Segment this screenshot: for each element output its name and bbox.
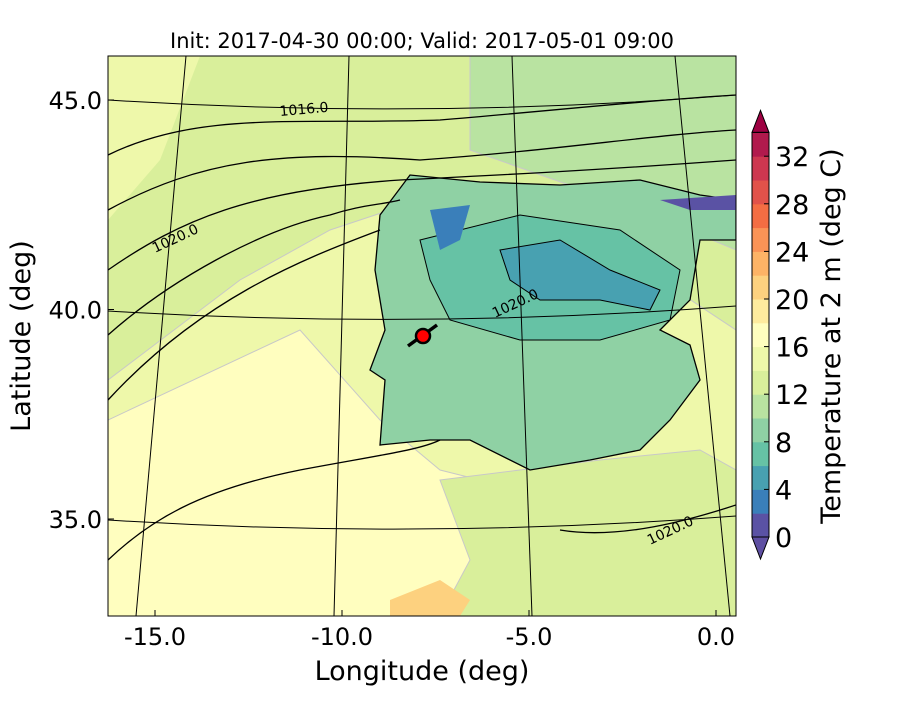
colorbar-bin: [752, 418, 769, 443]
field-2-4: [430, 205, 470, 250]
colorbar-bin: [752, 394, 769, 419]
colorbar-bin: [752, 441, 769, 467]
colorbar-bin: [752, 299, 769, 324]
colorbar-bin: [752, 275, 769, 300]
colorbar-tick-label: 32: [775, 142, 809, 173]
colorbar-under-arrow: [751, 536, 770, 561]
y-tick-label: 45.0: [49, 87, 102, 115]
colorbar-tick-label: 4: [775, 475, 792, 506]
colorbar-bin: [752, 227, 769, 252]
colorbar-bin: [752, 370, 769, 395]
colorbar-bin: [752, 489, 769, 514]
x-axis: -15.0 -10.0 -5.0 0.0: [124, 610, 735, 651]
colorbar-over-arrow: [751, 109, 770, 133]
colorbar-bin: [752, 180, 769, 205]
colorbar-tick-label: 28: [775, 190, 809, 221]
plot-frame: [107, 55, 737, 617]
colorbar: 0 4 8 12 16 20 24 28 32: [751, 109, 809, 561]
y-axis: 45.0 40.0 35.0: [49, 87, 114, 534]
x-tick-label: -5.0: [506, 623, 553, 651]
colorbar-bin: [752, 251, 769, 276]
isobars: [108, 94, 736, 561]
isobar-label: 1016.0: [279, 100, 329, 120]
colorbar-label: Temperature at 2 m (deg C): [816, 148, 847, 524]
x-tick-label: -15.0: [124, 623, 186, 651]
colorbar-tick-label: 8: [775, 428, 792, 459]
colorbar-bin: [752, 465, 769, 490]
colorbar-bin: [752, 322, 769, 348]
colorbar-frame: [751, 131, 770, 538]
map-area: 1016.0 1020.0 1020.0 1020.0: [108, 56, 736, 616]
colorbar-tick-label: 16: [775, 333, 809, 364]
colorbar-bin: [752, 513, 769, 538]
colorbar-bin: [752, 156, 769, 181]
location-marker: [414, 327, 432, 345]
y-axis-label: Latitude (deg): [6, 240, 37, 432]
field-0-2: [660, 195, 736, 210]
graticule: [108, 56, 736, 616]
colorbar-tick-label: 24: [775, 237, 809, 268]
x-tick-label: -10.0: [311, 623, 373, 651]
colorbar-tick-label: 20: [775, 285, 809, 316]
x-axis-label: Longitude (deg): [315, 656, 530, 687]
chart-title: Init: 2017-04-30 00:00; Valid: 2017-05-0…: [170, 29, 674, 53]
x-tick-label: 0.0: [697, 623, 735, 651]
colorbar-tick-label: 12: [775, 380, 809, 411]
y-tick-label: 40.0: [49, 297, 102, 325]
colorbar-bin: [752, 346, 769, 371]
colorbar-tick-label: 0: [775, 523, 792, 554]
colorbar-bin: [752, 203, 769, 229]
colorbar-bin: [752, 132, 769, 157]
field-20-22: [390, 580, 470, 616]
y-tick-label: 35.0: [49, 506, 102, 534]
